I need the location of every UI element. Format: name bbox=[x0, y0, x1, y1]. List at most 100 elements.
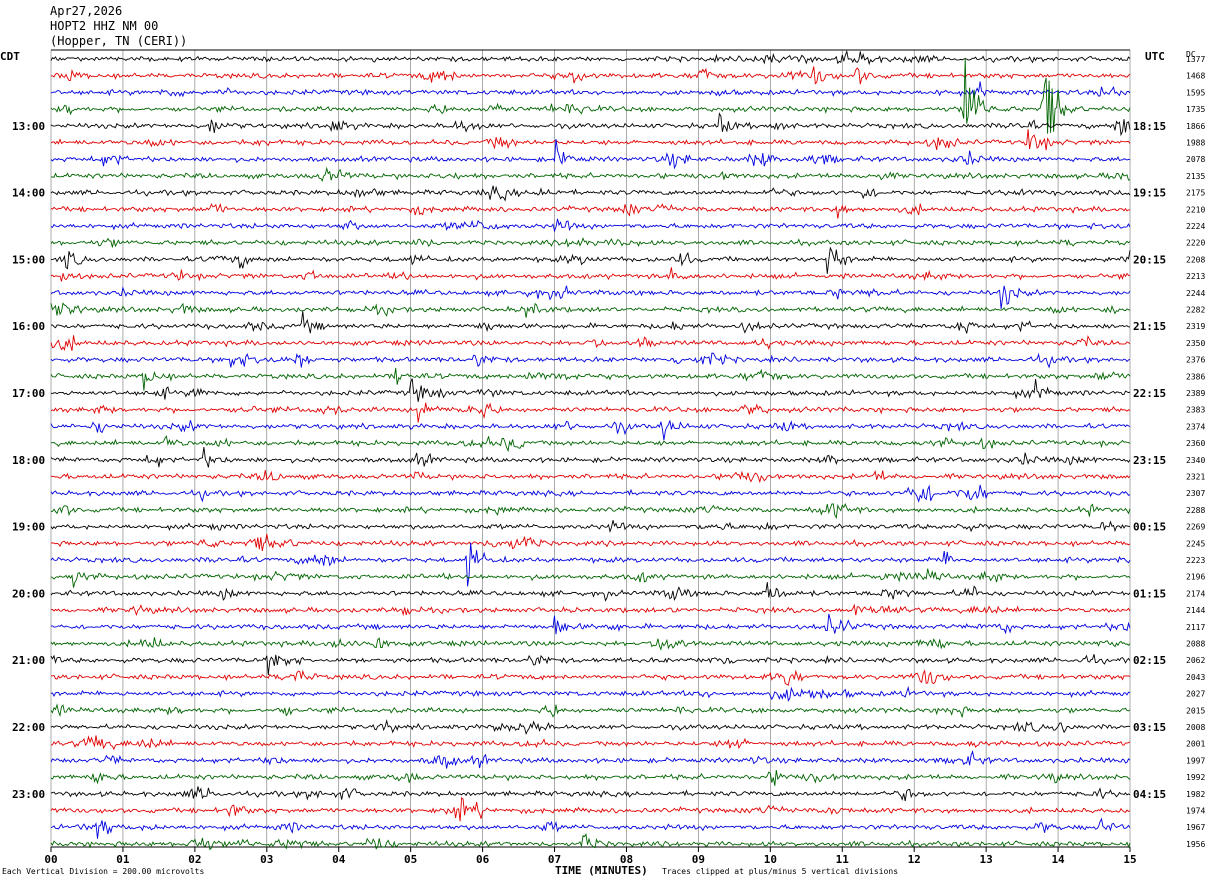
right-time-label: 04:15 bbox=[1133, 788, 1166, 801]
dc-offset-label: 2244 bbox=[1186, 289, 1205, 298]
trace-row-13 bbox=[50, 267, 1131, 282]
trace-row-9 bbox=[50, 202, 1131, 219]
left-time-label: 21:00 bbox=[12, 654, 45, 667]
right-time-label: 20:15 bbox=[1133, 253, 1166, 266]
dc-offset-label: 1866 bbox=[1186, 122, 1205, 131]
trace-row-39 bbox=[50, 703, 1131, 718]
trace-row-8 bbox=[50, 185, 1131, 202]
dc-offset-label: 2288 bbox=[1186, 506, 1205, 515]
x-tick-label: 15 bbox=[1123, 853, 1136, 866]
dc-offset-label: 1982 bbox=[1186, 790, 1205, 799]
dc-offset-label: 2001 bbox=[1186, 740, 1205, 749]
time-axis: 00 01 02 03 04 05 06 07 08 09 10 11 12 13 14 15 bbox=[44, 847, 1137, 866]
trace-row-47 bbox=[50, 833, 1131, 851]
trace-row-38 bbox=[50, 685, 1131, 702]
trace-row-0 bbox=[50, 49, 1131, 66]
x-tick-label: 08 bbox=[620, 853, 633, 866]
trace-row-33 bbox=[50, 603, 1131, 617]
trace-row-27 bbox=[51, 502, 1131, 520]
seismic-traces bbox=[50, 49, 1131, 851]
x-tick-label: 10 bbox=[764, 853, 777, 866]
trace-row-2 bbox=[50, 81, 1131, 98]
dc-offset-label: 2383 bbox=[1186, 406, 1205, 415]
trace-row-30 bbox=[50, 542, 1131, 587]
dc-offset-label: 2376 bbox=[1186, 356, 1205, 365]
dc-offset-label: 2210 bbox=[1186, 205, 1205, 214]
right-time-label: 01:15 bbox=[1133, 587, 1166, 600]
trace-row-12 bbox=[50, 246, 1131, 274]
trace-row-35 bbox=[50, 637, 1131, 651]
trace-row-46 bbox=[50, 817, 1131, 839]
dc-offset-label: 2213 bbox=[1186, 272, 1205, 281]
trace-row-4 bbox=[50, 112, 1131, 137]
right-time-label: 22:15 bbox=[1133, 387, 1166, 400]
trace-row-40 bbox=[50, 719, 1131, 735]
trace-row-11 bbox=[50, 237, 1131, 248]
header-date: Apr27,2026 bbox=[50, 4, 122, 18]
x-tick-label: 13 bbox=[980, 853, 993, 866]
trace-row-26 bbox=[50, 484, 1131, 503]
dc-offset-label: 2043 bbox=[1186, 673, 1205, 682]
dc-offset-label: 2174 bbox=[1186, 589, 1205, 598]
x-tick-label: 11 bbox=[836, 853, 850, 866]
left-time-label: 20:00 bbox=[12, 587, 45, 600]
trace-row-41 bbox=[50, 735, 1131, 751]
trace-row-36 bbox=[50, 654, 1131, 676]
trace-row-22 bbox=[50, 420, 1131, 441]
x-tick-label: 02 bbox=[188, 853, 201, 866]
header-station: HOPT2 HHZ NM 00 bbox=[50, 19, 158, 33]
right-time-label: 00:15 bbox=[1133, 521, 1166, 534]
dc-offset-label: 2307 bbox=[1186, 489, 1205, 498]
left-timezone-label: CDT bbox=[0, 50, 20, 63]
dc-offset-label: 2135 bbox=[1186, 172, 1205, 181]
dc-offset-label: 2350 bbox=[1186, 339, 1205, 348]
dc-offset-label: 1967 bbox=[1186, 823, 1205, 832]
x-tick-label: 14 bbox=[1051, 853, 1065, 866]
right-time-label: 18:15 bbox=[1133, 120, 1166, 133]
dc-offset-label: 1992 bbox=[1186, 773, 1205, 782]
trace-row-1 bbox=[50, 66, 1131, 85]
dc-offset-label: 1988 bbox=[1186, 139, 1205, 148]
right-time-label: 21:15 bbox=[1133, 320, 1166, 333]
dc-offset-label: 2008 bbox=[1186, 723, 1205, 732]
header-location: (Hopper, TN (CERI)) bbox=[50, 34, 187, 48]
scale-note: Each Vertical Division = 200.00 microvol… bbox=[2, 867, 204, 876]
left-time-label: 16:00 bbox=[12, 320, 45, 333]
trace-row-24 bbox=[50, 447, 1131, 468]
trace-row-21 bbox=[50, 402, 1131, 423]
trace-row-17 bbox=[50, 335, 1131, 351]
right-timezone-label: UTC bbox=[1145, 50, 1165, 63]
dc-offset-label: 1377 bbox=[1186, 55, 1205, 64]
dc-offset-label: 2321 bbox=[1186, 473, 1205, 482]
trace-row-28 bbox=[50, 520, 1131, 533]
trace-row-37 bbox=[50, 669, 1131, 686]
trace-row-14 bbox=[50, 285, 1131, 309]
dc-offset-label: 2027 bbox=[1186, 690, 1205, 699]
dc-offset-label: 2374 bbox=[1186, 422, 1205, 431]
dc-offset-label: 2282 bbox=[1186, 306, 1205, 315]
dc-offset-label: 2245 bbox=[1186, 539, 1205, 548]
dc-offset-label: 1956 bbox=[1186, 840, 1205, 849]
dc-offset-label: 2208 bbox=[1186, 255, 1205, 264]
dc-offset-label: 1735 bbox=[1186, 105, 1205, 114]
x-tick-label: 09 bbox=[692, 853, 705, 866]
trace-row-29 bbox=[50, 534, 1131, 551]
left-time-label: 19:00 bbox=[12, 521, 45, 534]
trace-row-5 bbox=[50, 129, 1131, 151]
dc-offset-label: 2078 bbox=[1186, 155, 1205, 164]
x-tick-label: 12 bbox=[908, 853, 921, 866]
dc-offset-label: 2196 bbox=[1186, 573, 1205, 582]
dc-offset-label: 2088 bbox=[1186, 640, 1205, 649]
x-tick-label: 07 bbox=[548, 853, 561, 866]
x-axis-title: TIME (MINUTES) bbox=[555, 864, 648, 877]
trace-row-43 bbox=[50, 770, 1131, 786]
trace-row-16 bbox=[50, 311, 1131, 334]
dc-offset-label: 2386 bbox=[1186, 372, 1205, 381]
left-time-label: 23:00 bbox=[12, 788, 45, 801]
right-time-label: 02:15 bbox=[1133, 654, 1166, 667]
trace-row-18 bbox=[50, 352, 1131, 369]
left-time-label: 14:00 bbox=[12, 187, 45, 200]
x-tick-label: 01 bbox=[116, 853, 130, 866]
right-time-label: 19:15 bbox=[1133, 187, 1166, 200]
dc-offset-label: 2117 bbox=[1186, 623, 1205, 632]
